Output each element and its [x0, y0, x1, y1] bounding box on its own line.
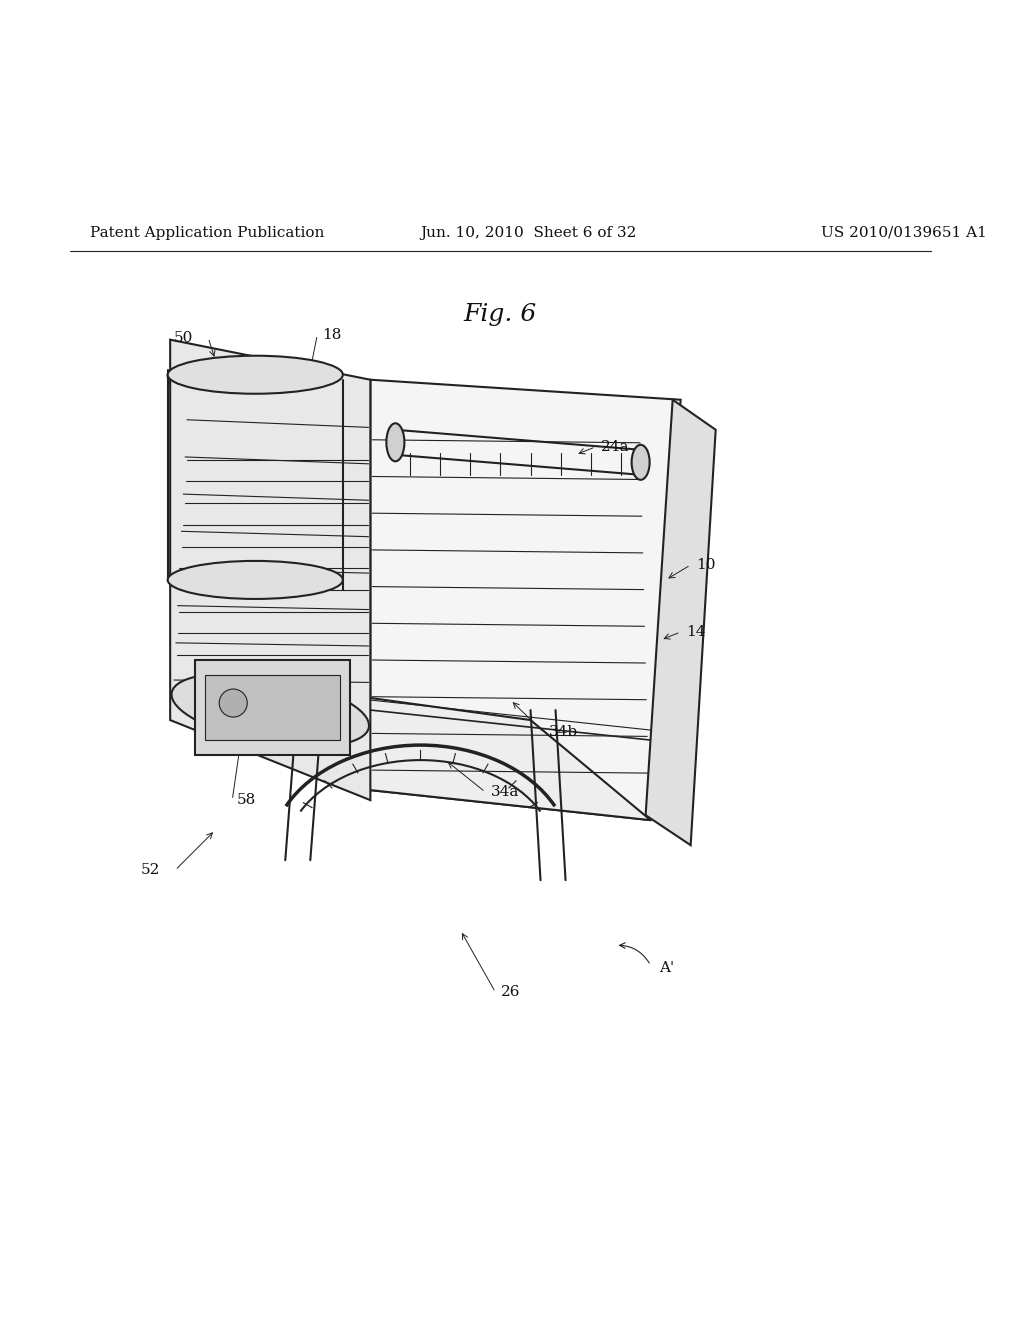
Text: 24a: 24a [601, 440, 629, 454]
Ellipse shape [172, 673, 369, 747]
Text: Jun. 10, 2010  Sheet 6 of 32: Jun. 10, 2010 Sheet 6 of 32 [421, 226, 637, 240]
Text: A': A' [658, 961, 674, 975]
Polygon shape [371, 380, 681, 820]
Polygon shape [645, 400, 716, 845]
Text: 26: 26 [501, 985, 520, 999]
Bar [205, 675, 340, 741]
Ellipse shape [219, 689, 247, 717]
Polygon shape [241, 680, 650, 820]
Text: US 2010/0139651 A1: US 2010/0139651 A1 [821, 226, 987, 240]
Ellipse shape [386, 424, 404, 461]
Ellipse shape [168, 561, 343, 599]
Text: 50: 50 [174, 331, 194, 345]
Ellipse shape [168, 355, 343, 393]
Bar [196, 660, 350, 755]
Text: Fig. 6: Fig. 6 [464, 304, 538, 326]
Text: 58: 58 [238, 793, 256, 807]
Ellipse shape [632, 445, 649, 480]
Text: 10: 10 [695, 558, 715, 572]
Text: 34a: 34a [490, 785, 519, 799]
Text: 18: 18 [323, 327, 342, 342]
Text: 14: 14 [686, 624, 706, 639]
Text: 34b: 34b [549, 725, 578, 739]
Text: Patent Application Publication: Patent Application Publication [90, 226, 325, 240]
Text: 52: 52 [140, 863, 160, 878]
Polygon shape [170, 339, 371, 800]
